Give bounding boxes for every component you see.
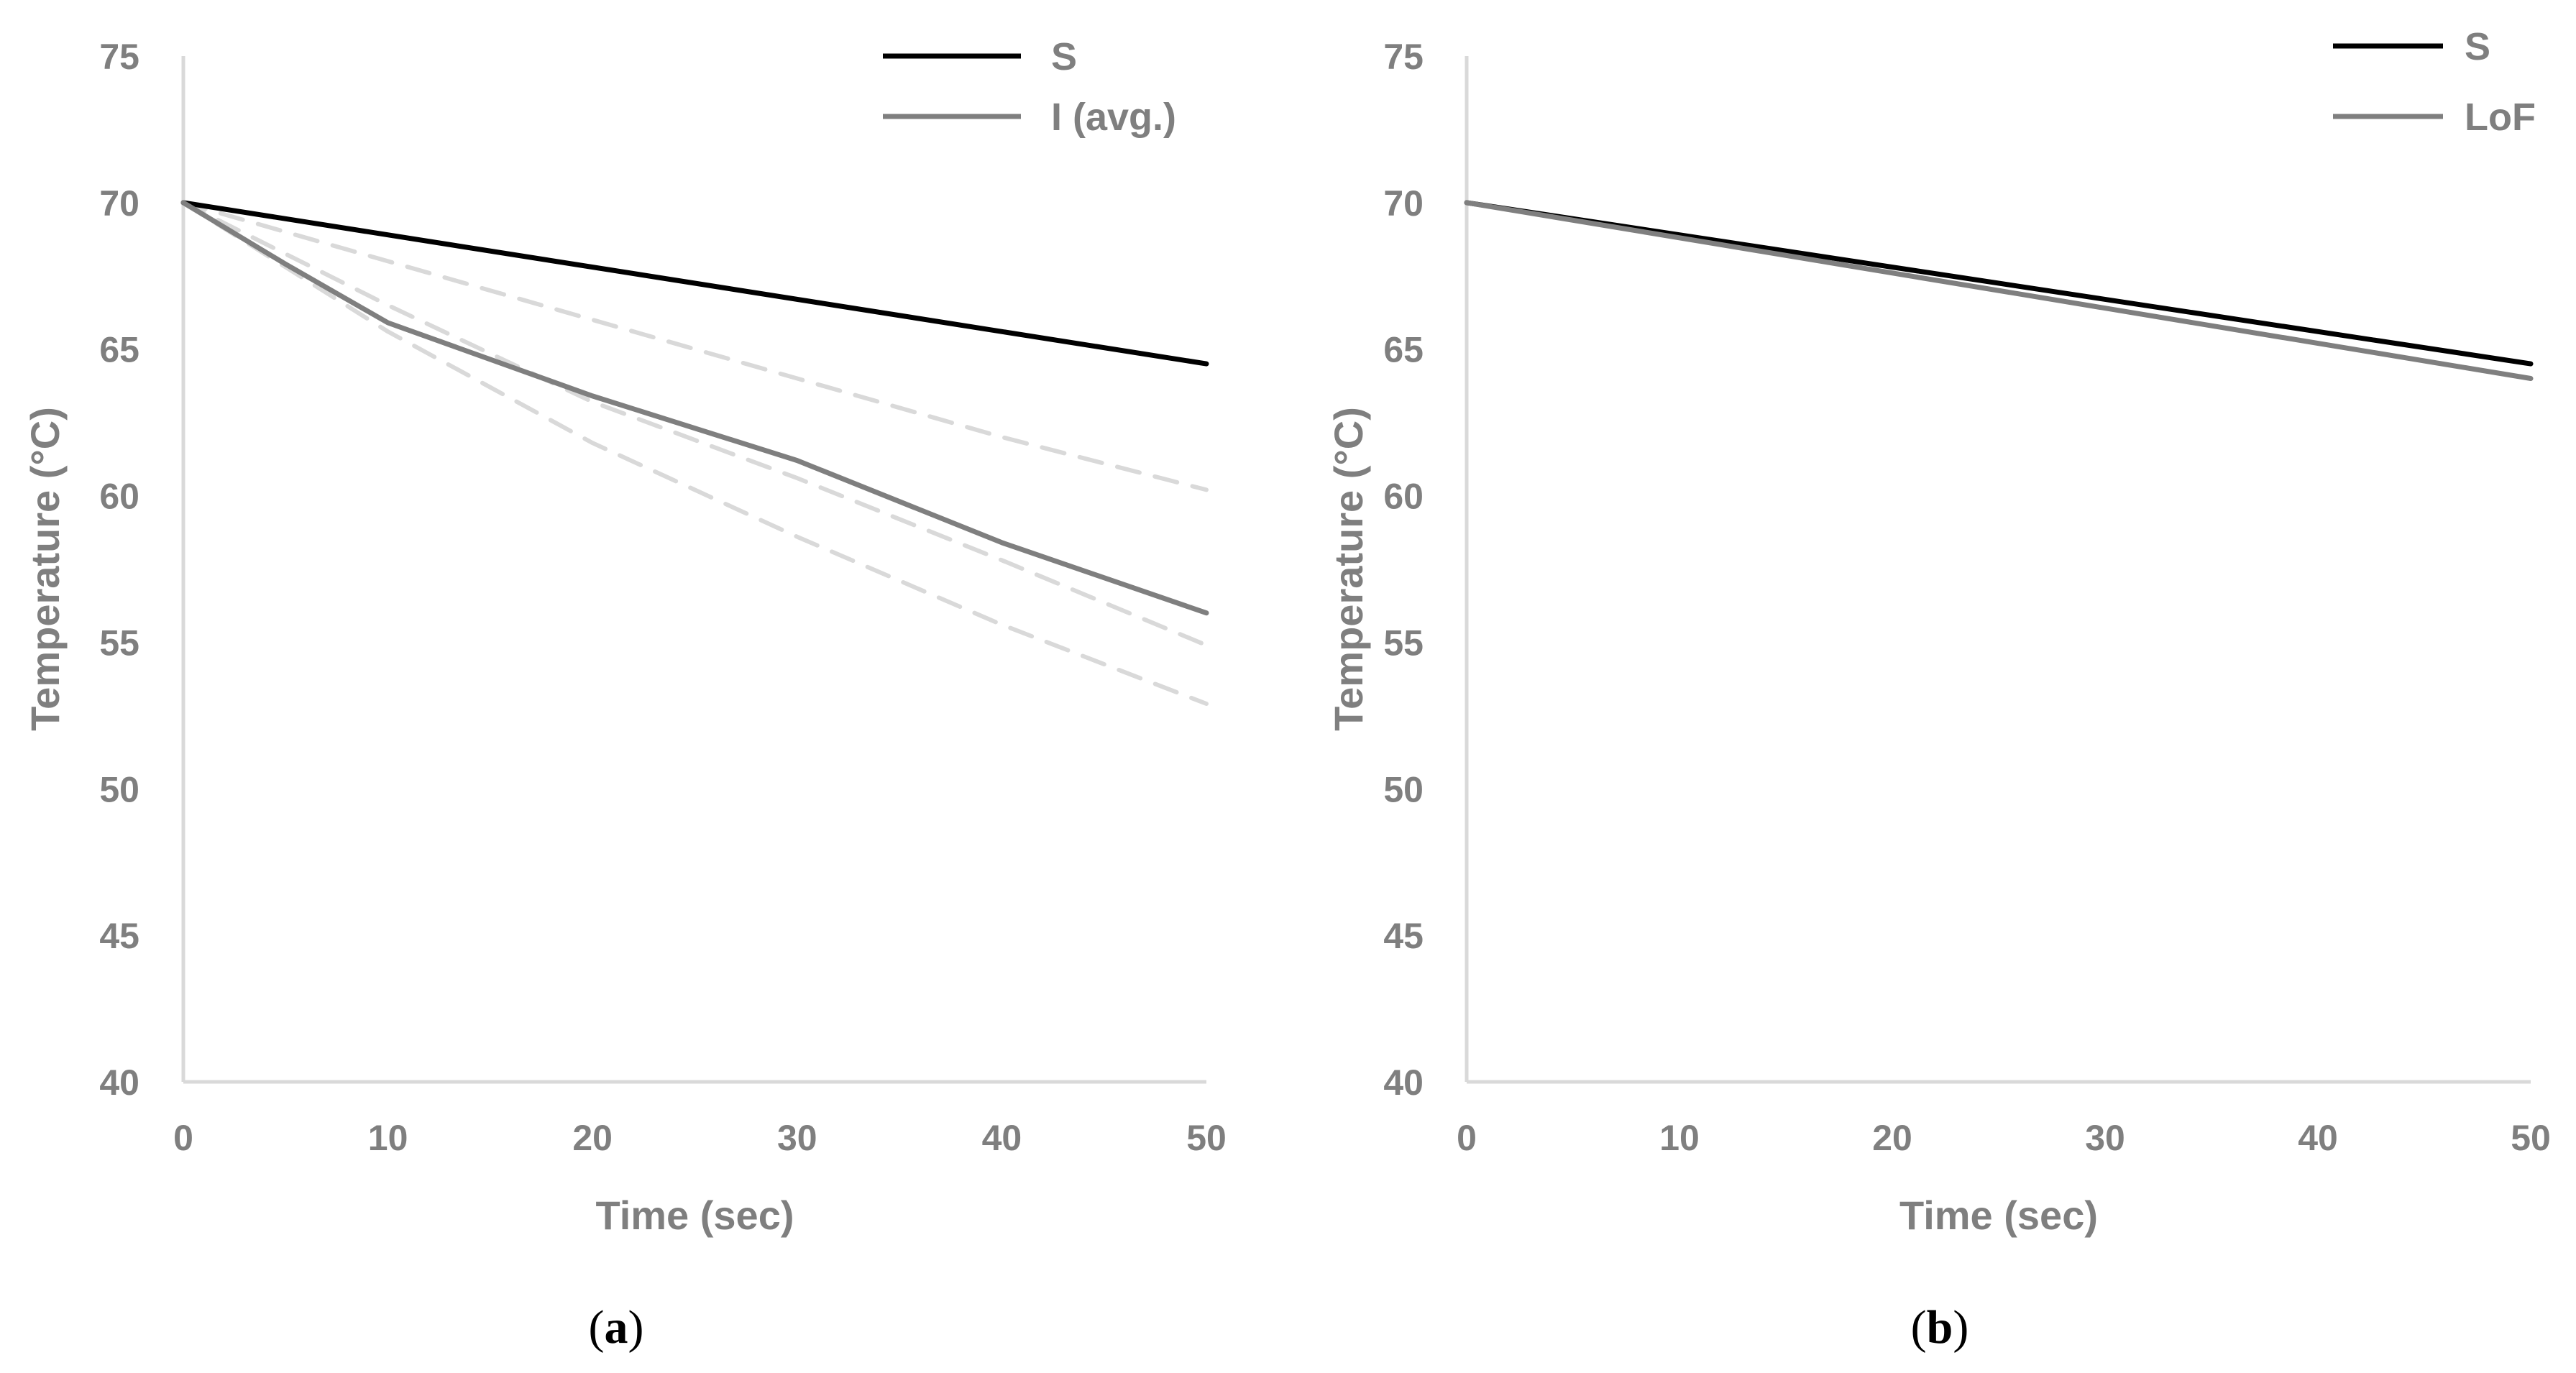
series-line-lof: [1464, 200, 2534, 381]
series-line-i-avg: [180, 200, 1209, 616]
y-tick-label: 50: [1383, 769, 1424, 809]
x-tick-label: 20: [1872, 1118, 1912, 1158]
y-tick-label: 75: [1383, 37, 1424, 77]
y-tick-label: 40: [99, 1062, 139, 1103]
x-tick-label: 30: [2085, 1118, 2125, 1158]
y-tick-label: 55: [1383, 623, 1424, 663]
chart-panel-a: 40 45 50 55 60 65 70 75 0 10 20 30 40 50 Time (sec) Tem…: [22, 35, 1227, 1354]
y-tick-label: 70: [99, 183, 139, 224]
y-tick-label: 65: [1383, 330, 1424, 370]
caption-paren: (: [1911, 1301, 1927, 1354]
x-axis-title: Time (sec): [1899, 1193, 2098, 1238]
y-tick-label: 60: [99, 477, 139, 517]
legend-label: S: [2465, 25, 2490, 68]
y-tick-label: 60: [1383, 477, 1424, 517]
series-line-i-1: [181, 200, 1209, 492]
x-tick-label: 10: [368, 1118, 408, 1158]
caption-paren: ): [628, 1301, 644, 1354]
x-tick-label: 10: [1659, 1118, 1700, 1158]
x-tick-label: 50: [1186, 1118, 1227, 1158]
y-tick-label: 40: [1383, 1062, 1424, 1103]
caption-letter: b: [1927, 1301, 1953, 1354]
y-tick-label: 55: [99, 623, 139, 663]
series-line-i-3: [181, 200, 1209, 706]
chart-panel-b: 40 45 50 55 60 65 70 75 0 10 20 30 40 50 Time (sec) Tem…: [1326, 25, 2551, 1354]
caption-paren: ): [1953, 1301, 1968, 1354]
x-tick-label: 0: [173, 1118, 193, 1158]
x-tick-label: 30: [777, 1118, 817, 1158]
x-tick-label: 0: [1457, 1118, 1477, 1158]
y-tick-label: 70: [1383, 183, 1424, 224]
y-tick-label: 75: [99, 37, 139, 77]
caption-paren: (: [589, 1301, 605, 1354]
x-tick-label: 50: [2511, 1118, 2551, 1158]
y-axis-title: Temperature (°C): [22, 407, 68, 731]
x-axis-title: Time (sec): [596, 1193, 794, 1238]
x-tick-label: 20: [572, 1118, 613, 1158]
y-tick-label: 45: [99, 916, 139, 956]
y-tick-label: 45: [1383, 916, 1424, 956]
series-line-s: [180, 200, 1209, 367]
x-tick-label: 40: [2298, 1118, 2338, 1158]
y-tick-label: 65: [99, 330, 139, 370]
panel-caption: (a): [589, 1301, 644, 1354]
series-line-i-2: [181, 200, 1209, 648]
y-tick-label: 50: [99, 769, 139, 809]
panel-caption: (b): [1911, 1301, 1969, 1354]
x-tick-label: 40: [982, 1118, 1022, 1158]
legend-label: LoF: [2465, 96, 2536, 139]
legend-label: S: [1051, 35, 1077, 78]
y-axis-title: Temperature (°C): [1326, 407, 1371, 731]
legend-label: I (avg.): [1051, 96, 1176, 139]
caption-letter: a: [605, 1301, 628, 1354]
